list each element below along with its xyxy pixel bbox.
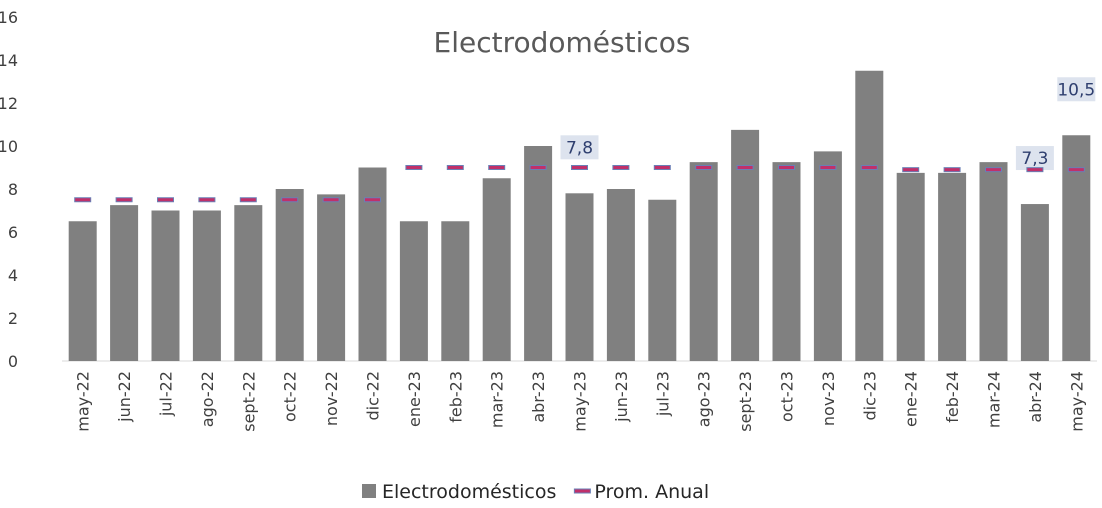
y-tick-label: 6 [8, 223, 18, 242]
bar [772, 162, 801, 361]
bar [938, 172, 967, 361]
average-marker [322, 197, 340, 203]
bar [399, 221, 428, 361]
bar [689, 162, 718, 361]
average-marker [653, 165, 671, 170]
average-marker [157, 197, 174, 203]
data-label: 7,8 [566, 138, 593, 158]
x-tick-label: may-22 [74, 371, 93, 432]
average-marker [985, 167, 1002, 173]
bar [565, 193, 594, 361]
average-marker [902, 167, 920, 173]
y-tick-label: 4 [8, 266, 18, 285]
x-tick-label: may-23 [571, 371, 590, 432]
x-tick-label: ago-22 [198, 371, 217, 427]
bar [1062, 135, 1091, 361]
bar [648, 199, 677, 361]
legend-swatch [362, 484, 376, 498]
bar [358, 167, 387, 361]
chart-title: Electrodomésticos [434, 26, 691, 59]
average-marker [695, 165, 713, 170]
data-label-bg [560, 135, 599, 160]
x-tick-label: oct-22 [281, 371, 300, 422]
y-tick-label: 10 [0, 137, 18, 156]
average-marker [571, 165, 588, 170]
x-tick-label: ene-23 [405, 371, 424, 427]
bar [482, 178, 511, 361]
average-marker [405, 165, 423, 170]
data-label-bg [1015, 146, 1054, 171]
average-marker [115, 197, 133, 203]
x-tick-label: nov-22 [322, 371, 341, 426]
legend-label: Prom. Anual [594, 481, 709, 503]
y-tick-label: 0 [8, 352, 18, 371]
x-tick-label: abr-24 [1026, 371, 1045, 423]
bar [855, 70, 884, 361]
x-tick-label: feb-23 [446, 371, 465, 423]
average-marker [488, 165, 506, 170]
x-tick-label: jun-22 [115, 371, 134, 423]
average-marker [446, 165, 464, 170]
data-label: 10,5 [1057, 80, 1095, 100]
bar [234, 205, 263, 361]
x-tick-label: jul-22 [157, 371, 176, 417]
bar [524, 146, 553, 361]
bar [192, 210, 221, 361]
data-label-bg [1057, 77, 1096, 102]
bar [896, 172, 925, 361]
average-marker [819, 165, 837, 170]
average-marker [778, 165, 795, 170]
legend-swatch [573, 488, 591, 494]
x-tick-label: may-24 [1067, 371, 1086, 432]
average-marker [529, 165, 547, 170]
average-marker [736, 165, 754, 170]
bar [317, 194, 346, 361]
bar [110, 205, 139, 361]
x-tick-label: jul-23 [653, 371, 672, 417]
y-tick-label: 14 [0, 51, 18, 70]
bar [731, 129, 760, 361]
x-tick-label: mar-24 [985, 371, 1004, 428]
x-tick-label: ene-24 [902, 371, 921, 427]
x-tick-label: mar-23 [488, 371, 507, 428]
y-tick-label: 8 [8, 180, 18, 199]
x-tick-label: ago-23 [695, 371, 714, 427]
x-tick-label: oct-23 [778, 371, 797, 422]
average-marker [239, 197, 257, 203]
bar [979, 162, 1008, 361]
x-tick-label: sept-22 [239, 371, 258, 432]
average-marker [860, 165, 878, 170]
average-marker [364, 197, 381, 203]
x-tick-label: feb-24 [943, 371, 962, 423]
average-marker [198, 197, 216, 203]
bar [68, 221, 97, 361]
x-tick-label: dic-23 [860, 371, 879, 421]
y-tick-label: 2 [8, 309, 18, 328]
average-marker [943, 167, 961, 173]
average-marker [74, 197, 92, 203]
x-tick-label: nov-23 [819, 371, 838, 426]
x-tick-label: sept-23 [736, 371, 755, 432]
x-tick-label: abr-23 [529, 371, 548, 423]
legend-label: Electrodomésticos [382, 481, 556, 503]
average-marker [281, 197, 299, 203]
bar [1020, 204, 1049, 361]
average-marker [1067, 167, 1085, 173]
x-tick-label: dic-22 [364, 371, 383, 421]
data-label: 7,3 [1021, 149, 1048, 169]
bar [151, 210, 180, 361]
average-marker [1026, 167, 1044, 173]
y-tick-label: 12 [0, 94, 18, 113]
bar [813, 151, 842, 361]
average-marker [612, 165, 630, 170]
bar [606, 189, 635, 361]
bar [275, 189, 304, 361]
x-tick-label: jun-23 [612, 371, 631, 423]
y-tick-label: 16 [0, 8, 18, 27]
bar [441, 221, 470, 361]
